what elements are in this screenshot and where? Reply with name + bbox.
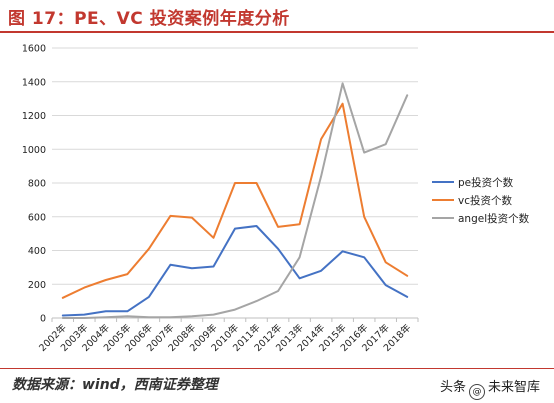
figure-header: 图 17：PE、VC 投资案例年度分析	[0, 0, 554, 34]
y-tick-label: 800	[28, 179, 46, 190]
figure-title: 图 17：PE、VC 投资案例年度分析	[8, 9, 290, 29]
x-tick-labels: 2002年2003年2004年2005年2006年2007年2008年2009年…	[37, 321, 414, 354]
title-divider	[0, 31, 554, 33]
y-tick-label: 200	[28, 280, 46, 291]
y-tick-labels: 0 200 400 600 800 1000 1200 1400 1600	[22, 44, 46, 325]
legend-label: pe投资个数	[458, 176, 514, 189]
y-tick-label: 0	[40, 314, 46, 325]
watermark-name: 未来智库	[487, 380, 540, 395]
series-line-2	[61, 82, 409, 319]
source-note: 数据来源：wind，西南证券整理	[12, 377, 218, 393]
y-tick-label: 600	[28, 212, 46, 223]
legend-label: vc投资个数	[458, 194, 512, 207]
legend-label: angel投资个数	[458, 212, 530, 225]
series-lines	[61, 82, 409, 319]
footer-divider	[0, 368, 554, 369]
watermark-prefix: 头条	[439, 380, 466, 395]
series-line-0	[61, 225, 409, 317]
series-line-1	[61, 102, 409, 299]
legend: pe投资个数 vc投资个数 angel投资个数	[432, 176, 530, 225]
y-tick-label: 1200	[22, 111, 46, 122]
axes	[51, 317, 419, 322]
y-tick-label: 1000	[22, 145, 46, 156]
y-tick-label: 1400	[22, 77, 46, 88]
at-icon: @	[468, 384, 485, 400]
y-tick-label: 400	[28, 246, 46, 257]
watermark: 头条 @ 未来智库	[440, 376, 540, 400]
line-chart: 0 200 400 600 800 1000 1200 1400 1600 2002年2003年…	[22, 44, 530, 354]
y-tick-label: 1600	[22, 44, 46, 55]
